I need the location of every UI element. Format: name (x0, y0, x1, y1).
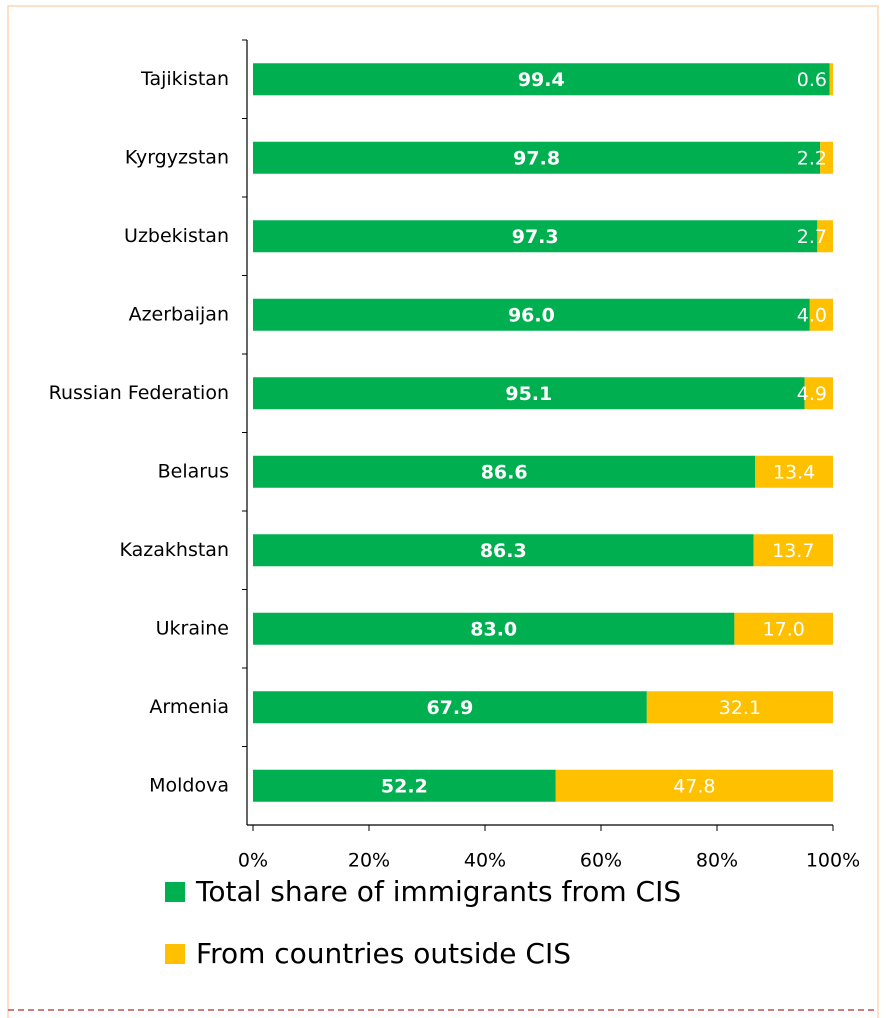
bar-segment (253, 141, 821, 174)
bar-segment (734, 612, 833, 645)
bar-segment (753, 534, 833, 567)
legend-label: From countries outside CIS (196, 937, 571, 970)
value-label: 2.7 (797, 226, 827, 248)
bar-segment (253, 769, 556, 802)
legend-swatch (165, 882, 185, 902)
x-tick-label: 100% (806, 850, 860, 872)
bar-segment (555, 769, 833, 802)
bar-segment (253, 298, 810, 331)
category-label: Uzbekistan (124, 225, 229, 247)
legend-label: Total share of immigrants from CIS (195, 875, 681, 908)
value-label: 67.9 (426, 697, 473, 719)
bar-segment (820, 141, 833, 174)
category-label: Kazakhstan (120, 539, 229, 561)
bar-segment (755, 455, 833, 488)
value-label: 2.2 (797, 147, 827, 169)
value-label: 47.8 (673, 775, 715, 797)
bar-segment (804, 377, 833, 410)
value-label: 97.3 (512, 226, 559, 248)
bar-segment (646, 691, 833, 724)
bar-segment (817, 220, 833, 253)
category-label: Kyrgyzstan (125, 146, 229, 168)
category-label: Ukraine (156, 617, 229, 639)
x-tick-label: 20% (348, 850, 390, 872)
value-label: 4.9 (797, 383, 827, 405)
bar-segment (829, 63, 833, 96)
value-label: 52.2 (381, 775, 428, 797)
value-label: 13.4 (773, 461, 815, 483)
bar-segment (253, 534, 754, 567)
bar-segment (253, 63, 830, 96)
value-label: 99.4 (518, 69, 565, 91)
category-label: Azerbaijan (129, 303, 229, 325)
value-label: 86.6 (481, 461, 528, 483)
category-label: Moldova (149, 774, 229, 796)
value-label: 17.0 (763, 618, 805, 640)
x-tick-label: 0% (238, 850, 268, 872)
category-label: Armenia (149, 696, 229, 718)
bar-segment (253, 377, 805, 410)
value-label: 86.3 (480, 540, 527, 562)
bar-segment (253, 220, 818, 253)
bar-segment (809, 298, 833, 331)
bar-segment (253, 612, 735, 645)
legend-swatch (165, 944, 185, 964)
value-label: 83.0 (470, 618, 517, 640)
x-tick-label: 40% (464, 850, 506, 872)
bar-segment (253, 455, 756, 488)
value-label: 95.1 (505, 383, 552, 405)
value-label: 4.0 (797, 304, 827, 326)
x-tick-label: 80% (696, 850, 738, 872)
category-label: Russian Federation (49, 382, 229, 404)
value-label: 13.7 (772, 540, 814, 562)
category-label: Tajikistan (140, 68, 229, 90)
category-label: Belarus (158, 460, 229, 482)
value-label: 32.1 (719, 697, 761, 719)
bar-segment (253, 691, 647, 724)
value-label: 96.0 (508, 304, 555, 326)
value-label: 0.6 (797, 69, 827, 91)
frame (7, 5, 879, 1018)
x-tick-label: 60% (580, 850, 622, 872)
value-label: 97.8 (513, 147, 560, 169)
